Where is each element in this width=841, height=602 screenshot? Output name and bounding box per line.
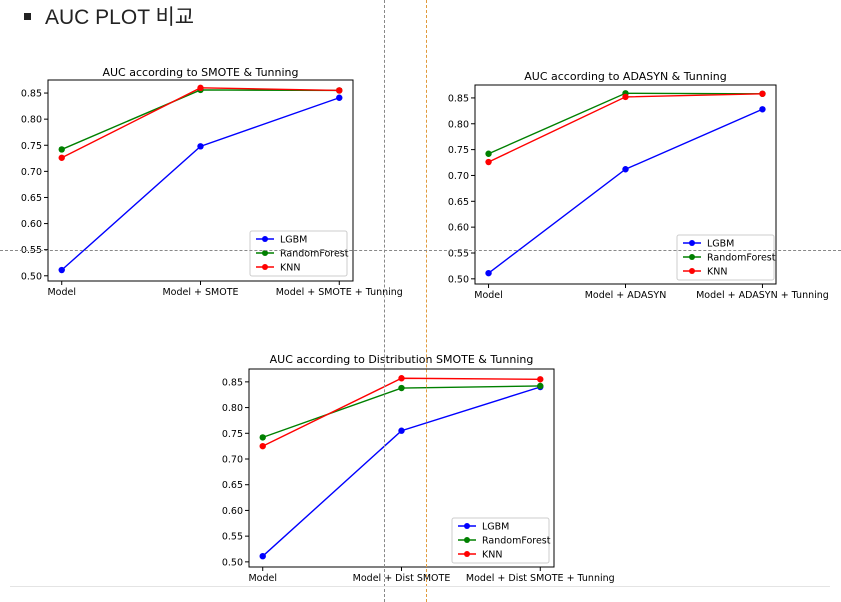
vertical-guide-line <box>384 0 385 602</box>
chart-0-legend-marker-lgbm <box>262 236 268 242</box>
chart-1-legend-marker-lgbm <box>689 240 695 246</box>
chart-2-title: AUC according to Distribution SMOTE & Tu… <box>270 353 534 366</box>
chart-2-point-lgbm-0 <box>259 553 266 560</box>
chart-1-legend-box <box>676 234 775 281</box>
footer-divider <box>10 586 830 587</box>
chart-2-xtick-label-0: Model <box>248 573 277 584</box>
chart-2-legend-marker-knn <box>464 551 470 557</box>
chart-0-legend-label-randomforest: RandomForest <box>280 249 349 260</box>
chart-0-legend-label-lgbm: LGBM <box>280 235 307 246</box>
chart-2-ytick-label-4: 0.70 <box>222 455 243 466</box>
chart-2-legend-label-knn: KNN <box>482 550 502 561</box>
chart-2-ytick-label-1: 0.55 <box>222 532 243 543</box>
chart-1-xtick-label-1: Model + ADASYN <box>585 290 667 301</box>
chart-1-legend-marker-randomforest <box>689 254 695 260</box>
chart-1-title: AUC according to ADASYN & Tunning <box>524 70 726 83</box>
chart-0-point-knn-2 <box>336 87 343 94</box>
chart-0-ytick-label-6: 0.80 <box>21 115 42 126</box>
chart-2-xtick-label-2: Model + Dist SMOTE + Tunning <box>466 573 615 584</box>
chart-0-legend-marker-knn <box>262 264 268 270</box>
page-heading: AUC PLOT 비교 <box>24 2 194 30</box>
chart-1-point-knn-1 <box>622 93 629 101</box>
chart-1-point-lgbm-2 <box>759 106 766 113</box>
chart-2-ytick-label-0: 0.50 <box>222 557 243 568</box>
chart-0-legend-marker-randomforest <box>262 250 268 256</box>
chart-2-ytick-label-6: 0.80 <box>222 403 243 414</box>
chart-2-legend-marker-randomforest <box>464 537 470 543</box>
chart-0-legend-box <box>249 230 348 277</box>
chart-0-xtick-label-0: Model <box>47 287 76 298</box>
chart-1-point-knn-2 <box>759 90 766 97</box>
chart-0-point-randomforest-0 <box>58 146 65 153</box>
chart-0-ytick-label-4: 0.70 <box>21 167 42 178</box>
chart-2-legend-box <box>451 517 550 564</box>
chart-1-point-randomforest-0 <box>485 150 492 157</box>
chart-2-ytick-label-7: 0.85 <box>222 377 243 388</box>
chart-1-legend-label-randomforest: RandomForest <box>707 253 776 264</box>
chart-1-xtick-label-0: Model <box>474 290 503 301</box>
chart-1-ytick-label-4: 0.70 <box>448 171 469 182</box>
chart-1-legend-label-lgbm: LGBM <box>707 239 734 250</box>
chart-0-ytick-label-7: 0.85 <box>21 89 42 100</box>
chart-0-point-lgbm-2 <box>336 94 343 101</box>
chart-1-ytick-label-3: 0.65 <box>448 197 469 208</box>
chart-0-point-lgbm-0 <box>58 266 65 274</box>
chart-2-ytick-label-2: 0.60 <box>222 506 243 517</box>
chart-0-xtick-label-2: Model + SMOTE + Tunning <box>276 287 403 298</box>
chart-0-ytick-label-5: 0.75 <box>21 141 42 152</box>
chart-2-point-lgbm-1 <box>398 427 405 434</box>
chart-0-point-lgbm-1 <box>197 143 204 150</box>
chart-1-ytick-label-0: 0.50 <box>448 274 469 285</box>
chart-2-point-randomforest-1 <box>398 384 405 392</box>
chart-2-point-knn-0 <box>259 442 266 450</box>
chart-1-point-knn-0 <box>485 158 492 166</box>
chart-2-point-randomforest-2 <box>537 382 544 390</box>
chart-0-legend-label-knn: KNN <box>280 263 300 274</box>
chart-0-point-knn-1 <box>197 84 204 92</box>
chart-1-point-lgbm-0 <box>485 269 492 277</box>
chart-2-point-randomforest-0 <box>259 434 266 441</box>
chart-1-ytick-label-1: 0.55 <box>448 248 469 259</box>
vertical-guide-line-orange <box>426 0 427 602</box>
chart-0-ytick-label-3: 0.65 <box>21 193 42 204</box>
chart-1-point-lgbm-1 <box>622 166 629 173</box>
bullet-icon <box>24 12 31 20</box>
chart-2-legend-marker-lgbm <box>464 523 470 529</box>
chart-1-legend-marker-knn <box>689 268 695 274</box>
heading-text: AUC PLOT 비교 <box>45 6 195 29</box>
chart-1-ytick-label-6: 0.80 <box>448 119 469 130</box>
chart-2-legend-label-randomforest: RandomForest <box>482 536 551 547</box>
chart-0-ytick-label-2: 0.60 <box>21 219 42 230</box>
horizontal-guide-line <box>0 250 841 251</box>
chart-2-point-knn-2 <box>537 376 544 383</box>
chart-1-legend-label-knn: KNN <box>707 267 727 278</box>
chart-2-legend-label-lgbm: LGBM <box>482 522 509 533</box>
chart-2-ytick-label-3: 0.65 <box>222 480 243 491</box>
chart-1-ytick-label-5: 0.75 <box>448 145 469 156</box>
chart-0-ytick-label-0: 0.50 <box>21 271 42 282</box>
chart-0-xtick-label-1: Model + SMOTE <box>162 287 238 298</box>
chart-1-ytick-label-2: 0.60 <box>448 223 469 234</box>
chart-2-point-knn-1 <box>398 375 405 382</box>
chart-0-title: AUC according to SMOTE & Tunning <box>102 66 298 79</box>
chart-2-ytick-label-5: 0.75 <box>222 429 243 440</box>
chart-2-xtick-label-1: Model + Dist SMOTE <box>353 573 451 584</box>
chart-1-ytick-label-7: 0.85 <box>448 93 469 104</box>
chart-0-point-knn-0 <box>58 154 65 161</box>
chart-1-xtick-label-2: Model + ADASYN + Tunning <box>696 290 829 301</box>
